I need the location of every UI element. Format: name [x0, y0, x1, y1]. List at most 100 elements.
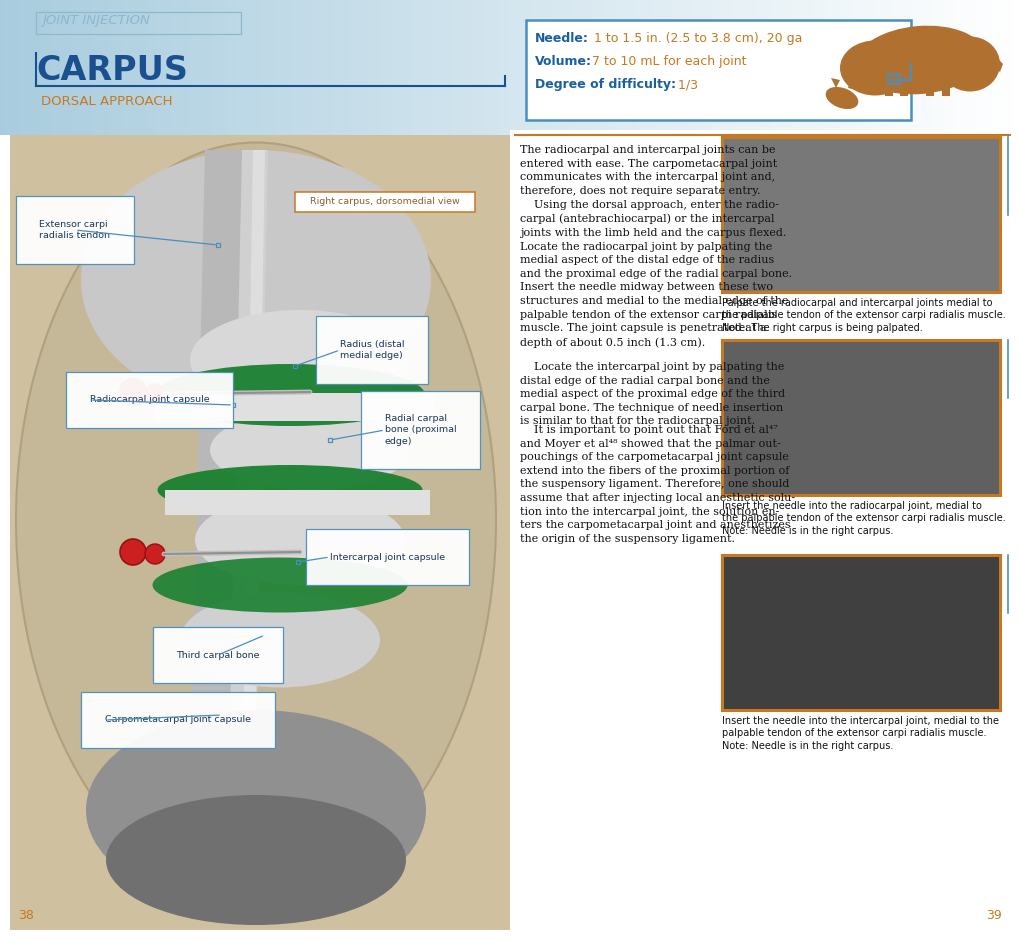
- Bar: [299, 0, 304, 135]
- Bar: [132, 0, 137, 135]
- Bar: [220, 713, 224, 717]
- Bar: [747, 0, 752, 135]
- Bar: [263, 633, 267, 637]
- Bar: [441, 0, 446, 135]
- Bar: [411, 0, 416, 135]
- Bar: [584, 0, 589, 135]
- Bar: [635, 0, 640, 135]
- Text: 1 to 1.5 in. (2.5 to 3.8 cm), 20 ga: 1 to 1.5 in. (2.5 to 3.8 cm), 20 ga: [589, 32, 802, 45]
- Bar: [221, 0, 225, 135]
- Bar: [930, 0, 935, 135]
- Ellipse shape: [840, 40, 909, 96]
- Bar: [122, 0, 126, 135]
- Bar: [547, 0, 551, 135]
- Bar: [611, 0, 615, 135]
- Text: Carpometacarpal joint capsule: Carpometacarpal joint capsule: [105, 715, 251, 725]
- Bar: [513, 0, 518, 135]
- Bar: [115, 0, 120, 135]
- Bar: [486, 0, 490, 135]
- Bar: [292, 0, 297, 135]
- Bar: [676, 0, 681, 135]
- Bar: [294, 192, 475, 212]
- Text: CARPUS: CARPUS: [36, 54, 187, 87]
- Bar: [965, 0, 969, 135]
- Bar: [502, 0, 507, 135]
- Bar: [669, 0, 674, 135]
- Bar: [394, 0, 398, 135]
- Bar: [285, 0, 289, 135]
- Bar: [367, 0, 371, 135]
- Ellipse shape: [157, 465, 422, 515]
- Bar: [1012, 0, 1017, 135]
- Ellipse shape: [940, 37, 999, 91]
- Bar: [900, 0, 905, 135]
- Bar: [165, 490, 430, 515]
- Bar: [761, 0, 765, 135]
- Bar: [961, 0, 966, 135]
- Bar: [629, 0, 633, 135]
- Bar: [680, 0, 684, 135]
- Bar: [543, 0, 548, 135]
- Bar: [278, 0, 283, 135]
- Bar: [384, 0, 388, 135]
- Bar: [140, 0, 144, 135]
- Bar: [662, 0, 666, 135]
- Bar: [306, 0, 310, 135]
- Bar: [186, 0, 192, 135]
- Bar: [537, 0, 541, 135]
- Bar: [357, 0, 361, 135]
- Bar: [191, 0, 195, 135]
- Bar: [785, 0, 789, 135]
- Bar: [397, 0, 401, 135]
- Bar: [163, 0, 167, 135]
- Bar: [828, 0, 834, 135]
- Bar: [380, 0, 385, 135]
- Bar: [904, 0, 908, 135]
- Bar: [899, 52, 907, 96]
- Bar: [795, 0, 799, 135]
- Bar: [873, 0, 877, 135]
- Bar: [578, 0, 582, 135]
- Bar: [869, 0, 874, 135]
- Bar: [1009, 0, 1013, 135]
- Bar: [78, 0, 83, 135]
- Ellipse shape: [155, 364, 425, 426]
- Bar: [632, 0, 636, 135]
- Bar: [346, 0, 351, 135]
- Bar: [153, 0, 157, 135]
- Bar: [853, 0, 857, 135]
- Bar: [112, 0, 116, 135]
- Bar: [303, 0, 307, 135]
- Bar: [143, 0, 147, 135]
- Bar: [975, 0, 979, 135]
- Text: 38: 38: [18, 909, 34, 922]
- Text: 7 to 10 mL for each joint: 7 to 10 mL for each joint: [587, 55, 746, 68]
- Bar: [884, 52, 892, 96]
- Bar: [28, 0, 32, 135]
- Ellipse shape: [16, 143, 495, 898]
- Bar: [720, 0, 725, 135]
- Polygon shape: [984, 48, 1002, 72]
- Bar: [639, 0, 643, 135]
- Bar: [10, 0, 14, 135]
- Bar: [469, 0, 473, 135]
- Bar: [89, 0, 93, 135]
- Bar: [364, 0, 368, 135]
- Bar: [506, 0, 511, 135]
- Bar: [822, 0, 826, 135]
- Bar: [907, 0, 911, 135]
- Bar: [54, 0, 59, 135]
- Bar: [564, 0, 569, 135]
- Bar: [499, 0, 503, 135]
- Bar: [863, 0, 867, 135]
- Bar: [839, 0, 844, 135]
- Bar: [683, 0, 687, 135]
- Bar: [17, 0, 21, 135]
- Bar: [846, 0, 850, 135]
- Bar: [129, 0, 133, 135]
- Bar: [645, 0, 650, 135]
- Bar: [696, 0, 701, 135]
- Ellipse shape: [195, 495, 405, 585]
- Bar: [767, 0, 772, 135]
- Bar: [309, 0, 314, 135]
